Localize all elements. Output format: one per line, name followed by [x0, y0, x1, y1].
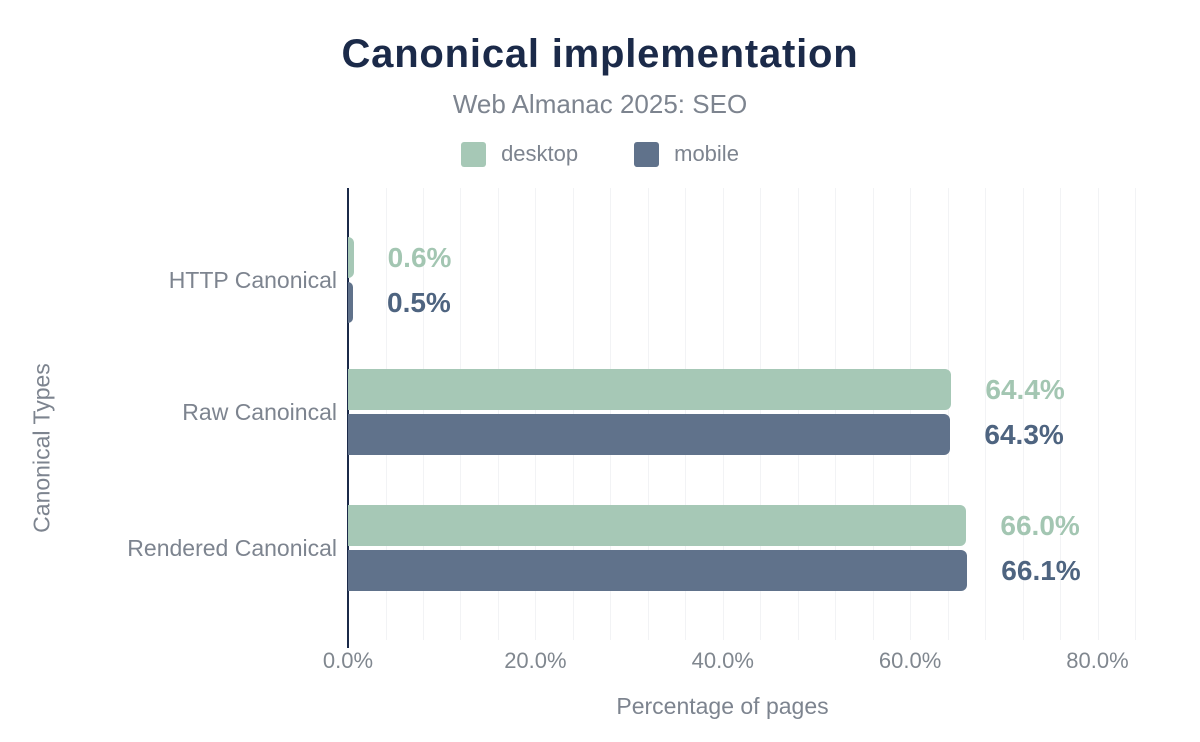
legend: desktop mobile [0, 141, 1200, 167]
gridline [1135, 188, 1136, 640]
bar-mobile-rendered-canonical[interactable] [348, 550, 968, 592]
gridline [1097, 188, 1099, 640]
legend-item-mobile[interactable]: mobile [634, 141, 739, 167]
x-tick-label-20: 20.0% [504, 648, 567, 673]
bar-value-label: 64.3% [984, 419, 1064, 450]
gridline [947, 188, 949, 640]
bar-value-label: 0.5% [387, 286, 451, 318]
gridline [1022, 188, 1024, 640]
bar-mobile-http-canonical[interactable] [348, 281, 353, 323]
bar-desktop-raw-canoincal[interactable] [348, 369, 952, 410]
y-axis-title: Canonical Types [28, 363, 55, 533]
legend-swatch-desktop [461, 141, 487, 167]
gridline [985, 188, 987, 640]
category-label-http-canonical: HTTP Canonical [168, 266, 337, 293]
gridline [1060, 188, 1061, 640]
bar-desktop-rendered-canonical[interactable] [348, 505, 967, 547]
chart-title: Canonical implementation [341, 32, 859, 76]
legend-swatch-mobile [634, 141, 660, 167]
chart-subtitle: Web Almanac 2025: SEO [452, 89, 748, 119]
bar-value-label: 64.4% [985, 374, 1065, 405]
x-axis-title: Percentage of pages [616, 693, 829, 719]
x-tick-label-60: 60.0% [878, 648, 942, 673]
legend-label: mobile [674, 141, 739, 166]
plot-area: 0.6% 0.5% 64.4% 64.3% 66.0% 66.1% [347, 188, 1136, 648]
x-tick-label-0: 0.0% [322, 648, 374, 673]
legend-item-desktop[interactable]: desktop [461, 141, 578, 167]
category-label-rendered-canonical: Rendered Canonical [127, 535, 337, 562]
bar-value-label: 0.6% [387, 241, 452, 273]
bar-value-label: 66.0% [1000, 510, 1080, 542]
category-label-raw-canoincal: Raw Canoincal [182, 399, 337, 425]
bar-desktop-http-canonical[interactable] [348, 236, 354, 278]
bar-value-label: 66.1% [1001, 555, 1081, 587]
legend-label: desktop [501, 141, 579, 166]
x-tick-label-40: 40.0% [691, 648, 754, 673]
x-tick-label-80: 80.0% [1066, 648, 1129, 673]
bar-mobile-raw-canoincal[interactable] [348, 414, 951, 455]
